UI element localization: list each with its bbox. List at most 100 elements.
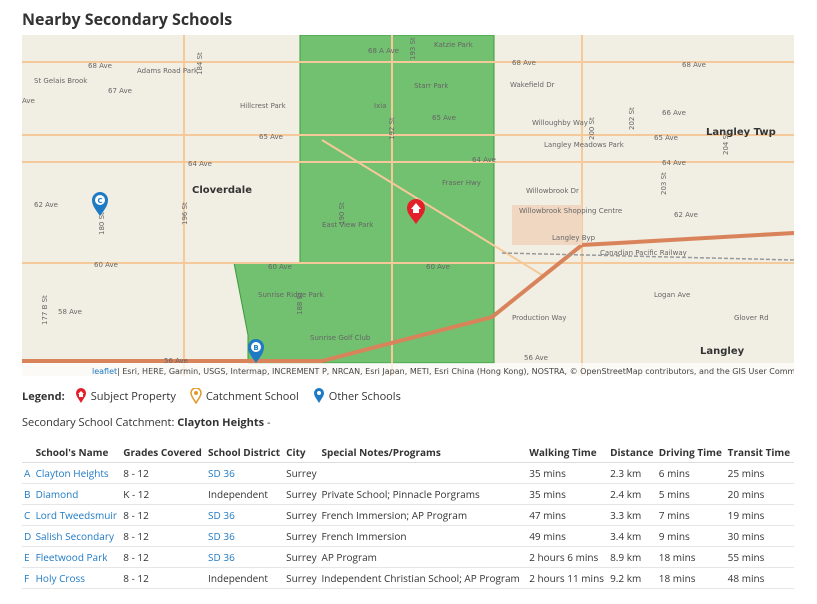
cell-distance: 2.3 km (608, 462, 657, 484)
grades: 8 - 12 (123, 550, 149, 564)
map-label: Wakefield Dr (510, 81, 555, 89)
cell-walk: 2 hours 11 mins (527, 567, 609, 589)
letter: A (24, 466, 31, 480)
school-marker[interactable]: C (92, 192, 108, 216)
name-link[interactable]: Clayton Heights (35, 466, 109, 480)
header-cell: Walking Time (527, 442, 609, 463)
map-label: Ixia (374, 102, 386, 110)
map-label: Adams Road Park (137, 67, 199, 75)
cell-walk: 47 mins (527, 504, 609, 526)
name-link[interactable]: Fleetwood Park (35, 550, 108, 564)
drive: 18 mins (658, 571, 696, 585)
cell-drive: 7 mins (656, 504, 726, 526)
letter: B (24, 487, 31, 501)
legend-item: Subject Property (90, 388, 176, 404)
grades: 8 - 12 (123, 508, 149, 522)
map-label: 177 B St (41, 295, 49, 325)
attribution-link[interactable]: leaflet (92, 367, 117, 376)
transit: 25 mins (727, 466, 765, 480)
catchment-area (233, 35, 495, 364)
map-label: 65 Ave (654, 134, 678, 142)
legend-item: Other Schools (328, 388, 401, 404)
notes: Independent Christian School; AP Program (321, 571, 520, 585)
map-label: Production Way (512, 314, 566, 322)
map-label: 66 Ave (662, 109, 686, 117)
map-label: 62 Ave (674, 211, 698, 219)
cell-notes (319, 462, 528, 484)
notes: Private School; Pinnacle Porgrams (321, 487, 480, 501)
map-label: East View Park (322, 221, 374, 229)
name-link[interactable]: Lord Tweedsmuir (35, 508, 117, 522)
district-link[interactable]: SD 36 (208, 550, 235, 564)
catchment-line: Secondary School Catchment: Clayton Heig… (22, 415, 271, 430)
cell-letter: A (22, 462, 34, 484)
header-cell: Distance (608, 442, 657, 463)
district-link[interactable]: SD 36 (208, 529, 235, 543)
map-label: 67 Ave (108, 87, 132, 95)
subject-marker (407, 199, 425, 224)
walk: 47 mins (529, 508, 566, 522)
map-label: 188 St (296, 292, 304, 315)
drive: 9 mins (658, 529, 690, 543)
map-label: Langley Twp (706, 127, 776, 138)
cell-district: SD 36 (206, 462, 285, 484)
map-label: Canadian Pacific Railway (600, 249, 687, 257)
distance: 3.4 km (610, 529, 642, 543)
cell-name: Fleetwood Park (33, 546, 122, 568)
cell-notes: Private School; Pinnacle Porgrams (319, 483, 528, 505)
map-label: 60 Ave (94, 261, 118, 269)
marker-letter: C (97, 197, 102, 205)
distance: 2.3 km (610, 466, 642, 480)
name-link[interactable]: Diamond (35, 487, 79, 501)
city: Surrey (286, 487, 317, 501)
cell-letter: C (22, 504, 34, 526)
school-row: F Holy Cross 8 - 12 Independent Surrey Indepe… (22, 567, 794, 589)
map-label: 184 St (196, 52, 204, 75)
district: Independent (208, 571, 268, 585)
letter: E (24, 550, 30, 564)
legend-icon (75, 388, 86, 403)
name-link[interactable]: Salish Secondary (35, 529, 114, 543)
walk: 35 mins (529, 466, 566, 480)
map-label: Hillcrest Park (240, 102, 287, 110)
grades: 8 - 12 (123, 466, 149, 480)
cell-letter: F (22, 567, 34, 589)
cell-grades: 8 - 12 (121, 546, 207, 568)
map-label: 193 St (409, 37, 417, 60)
cell-city: Surrey (284, 525, 320, 547)
cell-notes: Independent Christian School; AP Program (319, 567, 528, 589)
cell-drive: 18 mins (656, 546, 726, 568)
cell-letter: D (22, 525, 34, 547)
school-marker[interactable]: B (248, 339, 264, 363)
drive: 7 mins (658, 508, 690, 522)
cell-transit: 20 mins (725, 483, 794, 505)
section-title: Nearby Secondary Schools (22, 8, 233, 30)
city: Surrey (286, 550, 317, 564)
cell-grades: 8 - 12 (121, 525, 207, 547)
transit: 19 mins (727, 508, 765, 522)
map-label: 68 Ave (512, 59, 536, 67)
map-label: Langley Byp (552, 234, 596, 242)
district-link[interactable]: SD 36 (208, 508, 235, 522)
cell-city: Surrey (284, 483, 320, 505)
school-row: A Clayton Heights 8 - 12 SD 36 Surrey 35 mins… (22, 462, 794, 484)
attribution-bar (22, 363, 794, 376)
legend-icon (313, 388, 324, 403)
map-label: Cloverdale (192, 185, 252, 196)
map-label: 203 St (660, 172, 668, 195)
letter: C (24, 508, 31, 522)
city: Surrey (286, 508, 317, 522)
map-label: 200 St (588, 117, 596, 140)
cell-name: Holy Cross (33, 567, 122, 589)
district-link[interactable]: SD 36 (208, 466, 235, 480)
cell-distance: 9.2 km (608, 567, 657, 589)
header-cell: Grades Covered (121, 442, 207, 463)
map-label: Sunrise Ridge Park (258, 291, 325, 299)
map-label: Willowbrook Dr (526, 187, 579, 195)
cell-notes: French Immersion; AP Program (319, 504, 528, 526)
cell-district: SD 36 (206, 546, 285, 568)
notes: French Immersion; AP Program (321, 508, 468, 522)
cell-grades: 8 - 12 (121, 462, 207, 484)
name-link[interactable]: Holy Cross (35, 571, 86, 585)
catchment-label: Secondary School Catchment: (22, 415, 175, 430)
